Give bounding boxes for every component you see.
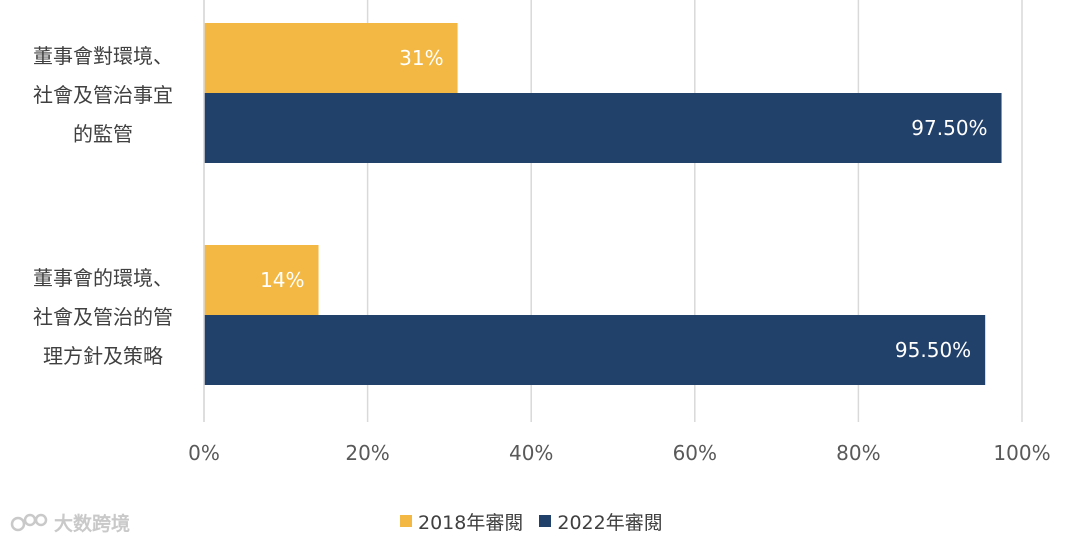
watermark-logo-icon [10, 513, 48, 531]
x-tick-label-20: 20% [345, 441, 389, 465]
legend-item-2018: 2018年審閱 [400, 508, 523, 535]
watermark-text: 大数跨境 [54, 513, 131, 535]
x-tick-label-60: 60% [673, 441, 717, 465]
x-tick-label-80: 80% [836, 441, 880, 465]
category-label-line: 社會及管治事宜 [33, 83, 173, 107]
legend-item-2022: 2022年審閱 [539, 508, 663, 535]
legend-swatch-2022 [539, 515, 552, 527]
legend-label-2018: 2018年審閱 [418, 511, 524, 534]
category-label-line: 董事會對環境、 [33, 44, 173, 68]
data-label-1-series-1: 31% [399, 46, 443, 70]
x-tick-label-100: 100% [993, 441, 1050, 465]
category-label-line: 董事會的環境、 [33, 266, 173, 290]
category-label-2: 董事會的環境、 社會及管治的管 理方針及策略 [18, 259, 188, 376]
category-label-1: 董事會對環境、 社會及管治事宜 的監管 [18, 37, 188, 154]
watermark: 大数跨境 [10, 509, 130, 536]
legend-swatch-2018 [400, 515, 412, 527]
legend-label-2022: 2022年審閱 [557, 511, 663, 534]
x-tick-label-40: 40% [509, 441, 553, 465]
x-tick-label-0: 0% [188, 441, 220, 465]
bar-1-series-2 [204, 93, 1002, 163]
bar-1-series-1 [204, 23, 458, 93]
legend: 2018年審閱 2022年審閱 [400, 507, 679, 535]
category-label-line: 的監管 [73, 122, 133, 146]
data-label-2-series-1: 14% [260, 268, 304, 292]
data-label-1-series-2: 97.50% [911, 116, 987, 140]
category-label-line: 理方針及策略 [43, 344, 163, 368]
category-label-line: 社會及管治的管 [33, 305, 173, 329]
bar-2-series-1 [204, 245, 319, 315]
data-label-2-series-2: 95.50% [895, 338, 971, 362]
bar-2-series-2 [204, 315, 986, 385]
